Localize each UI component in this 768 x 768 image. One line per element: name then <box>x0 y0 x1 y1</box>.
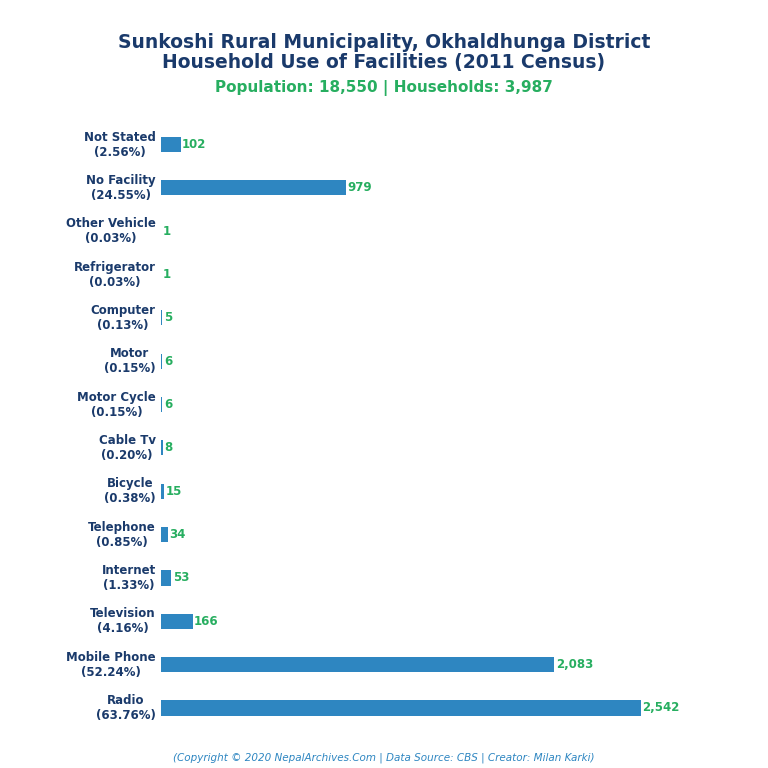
Text: 53: 53 <box>173 571 189 584</box>
Bar <box>161 484 164 499</box>
Bar <box>161 137 180 152</box>
Text: Population: 18,550 | Households: 3,987: Population: 18,550 | Households: 3,987 <box>215 80 553 95</box>
Text: Sunkoshi Rural Municipality, Okhaldhunga District: Sunkoshi Rural Municipality, Okhaldhunga… <box>118 33 650 51</box>
Text: 2,542: 2,542 <box>642 701 680 714</box>
Text: 5: 5 <box>164 311 172 324</box>
Bar <box>161 440 163 455</box>
Text: 6: 6 <box>164 398 172 411</box>
Text: 8: 8 <box>164 442 173 455</box>
Bar <box>161 353 162 369</box>
Bar <box>161 614 193 629</box>
Text: 1: 1 <box>163 268 171 281</box>
Bar <box>161 657 554 672</box>
Bar <box>161 180 346 196</box>
Bar <box>161 527 167 542</box>
Text: 166: 166 <box>194 614 219 627</box>
Text: 102: 102 <box>182 138 207 151</box>
Text: 6: 6 <box>164 355 172 368</box>
Text: 979: 979 <box>347 181 372 194</box>
Text: 34: 34 <box>169 528 186 541</box>
Text: 2,083: 2,083 <box>556 658 593 671</box>
Bar <box>161 700 641 716</box>
Text: (Copyright © 2020 NepalArchives.Com | Data Source: CBS | Creator: Milan Karki): (Copyright © 2020 NepalArchives.Com | Da… <box>174 753 594 763</box>
Text: Household Use of Facilities (2011 Census): Household Use of Facilities (2011 Census… <box>163 54 605 72</box>
Text: 15: 15 <box>166 485 182 498</box>
Text: 1: 1 <box>163 225 171 238</box>
Bar <box>161 571 171 585</box>
Bar <box>161 397 162 412</box>
Bar <box>161 310 162 326</box>
